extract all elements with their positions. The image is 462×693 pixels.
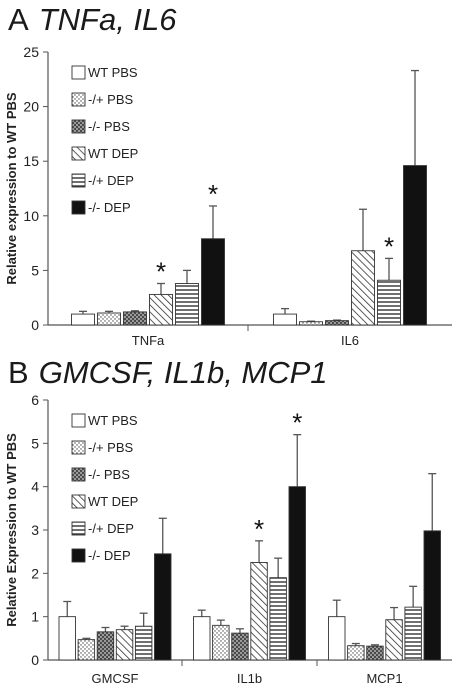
legend-swatch xyxy=(71,92,86,107)
bar-GMCSF-3 xyxy=(96,631,115,661)
legend-swatch xyxy=(71,119,86,134)
bar-TNFa-5 xyxy=(175,283,199,326)
category-label-TNFa: TNFa xyxy=(132,333,165,348)
panel-a-title: A TNFa, IL6 xyxy=(8,2,177,38)
bar-IL1b-5 xyxy=(269,577,287,661)
bar-MCP1-2 xyxy=(347,645,365,661)
bar-IL6-6 xyxy=(403,165,427,326)
bar-MCP1-4 xyxy=(385,619,403,661)
panel-b-title: B GMCSF, IL1b, MCP1 xyxy=(8,355,328,391)
legend-label: -/- DEP xyxy=(88,200,131,215)
legend-swatch xyxy=(71,65,86,80)
y-tick-label: 6 xyxy=(31,392,39,408)
panel-a-letter: A xyxy=(8,2,29,37)
bar-MCP1-3 xyxy=(366,645,384,661)
panel-b-letter: B xyxy=(8,355,29,390)
significance-star: * xyxy=(384,231,394,261)
y-tick-label: 0 xyxy=(31,317,39,333)
chart-panel-a: 0 5 10 15 20 25 Relative expression to WT PBS *… xyxy=(4,44,452,348)
bar-GMCSF-1 xyxy=(58,616,76,661)
bar-IL1b-1 xyxy=(193,616,211,661)
significance-star: * xyxy=(254,514,264,544)
bar-TNFa-2 xyxy=(97,312,121,326)
y-tick-label: 4 xyxy=(31,479,39,495)
legend-label: WT PBS xyxy=(88,413,138,428)
y-tick-label: 3 xyxy=(31,522,39,538)
bar-IL1b-4 xyxy=(250,562,268,661)
panel-b-genes: GMCSF, IL1b, MCP1 xyxy=(38,355,328,390)
legend-swatch xyxy=(71,146,86,161)
bar-IL1b-3 xyxy=(231,632,249,661)
legend-swatch xyxy=(71,467,86,482)
legend-swatch xyxy=(71,200,86,215)
significance-star: * xyxy=(292,408,302,438)
category-label-IL1b: IL1b xyxy=(237,671,262,686)
y-tick-label: 1 xyxy=(31,609,39,625)
legend-label: -/+ PBS xyxy=(88,440,133,455)
legend-label: WT DEP xyxy=(88,146,138,161)
category-label-GMCSF: GMCSF xyxy=(92,671,139,686)
y-tick-label: 0 xyxy=(31,652,39,668)
y-tick-label: 5 xyxy=(31,435,39,451)
legend-label: -/- PBS xyxy=(88,119,130,134)
legend-swatch xyxy=(71,413,86,428)
bar-IL1b-2 xyxy=(212,624,230,661)
chart-panel-b: 0 1 2 3 4 5 6 Relative Expression to WT PBS GMCS… xyxy=(4,392,452,686)
y-tick-label: 25 xyxy=(23,44,39,60)
bar-IL6-4 xyxy=(351,250,375,326)
y-tick-label: 5 xyxy=(31,262,39,278)
category-label-IL6: IL6 xyxy=(341,333,359,348)
bar-TNFa-4 xyxy=(149,293,173,326)
bar-IL1b-6 xyxy=(288,486,306,661)
y-tick-label: 20 xyxy=(23,99,39,115)
legend-label: -/- DEP xyxy=(88,548,131,563)
legend-label: -/+ DEP xyxy=(88,173,134,188)
category-label-MCP1: MCP1 xyxy=(366,671,402,686)
bar-MCP1-1 xyxy=(328,616,346,661)
bar-GMCSF-5 xyxy=(134,625,153,661)
legend-label: WT DEP xyxy=(88,494,138,509)
legend-swatch xyxy=(71,521,86,536)
legend-label: -/- PBS xyxy=(88,467,130,482)
legend-swatch xyxy=(71,173,86,188)
legend-swatch xyxy=(71,440,86,455)
y-axis-title: Relative expression to WT PBS xyxy=(4,92,19,284)
bar-IL6-1 xyxy=(273,313,297,326)
bar-IL6-5 xyxy=(377,279,401,326)
bar-MCP1-5 xyxy=(404,606,422,661)
bar-GMCSF-2 xyxy=(77,639,96,661)
bar-TNFa-1 xyxy=(71,313,95,326)
bar-TNFa-6 xyxy=(201,238,225,326)
legend-swatch xyxy=(71,494,86,509)
bar-GMCSF-6 xyxy=(154,553,172,661)
legend-label: -/+ PBS xyxy=(88,92,133,107)
bar-GMCSF-4 xyxy=(115,629,134,661)
bar-IL6-2 xyxy=(299,321,323,326)
bar-MCP1-6 xyxy=(423,530,441,661)
legend-swatch xyxy=(71,548,86,563)
y-tick-label: 10 xyxy=(23,208,39,224)
y-tick-label: 15 xyxy=(23,153,39,169)
bar-TNFa-3 xyxy=(123,311,147,326)
panel-a-genes: TNFa, IL6 xyxy=(38,2,177,37)
legend-label: WT PBS xyxy=(88,65,138,80)
y-tick-label: 2 xyxy=(31,565,39,581)
significance-star: * xyxy=(156,257,166,287)
bar-IL6-3 xyxy=(325,320,349,326)
legend-label: -/+ DEP xyxy=(88,521,134,536)
y-axis-title: Relative Expression to WT PBS xyxy=(4,433,19,627)
significance-star: * xyxy=(208,179,218,209)
